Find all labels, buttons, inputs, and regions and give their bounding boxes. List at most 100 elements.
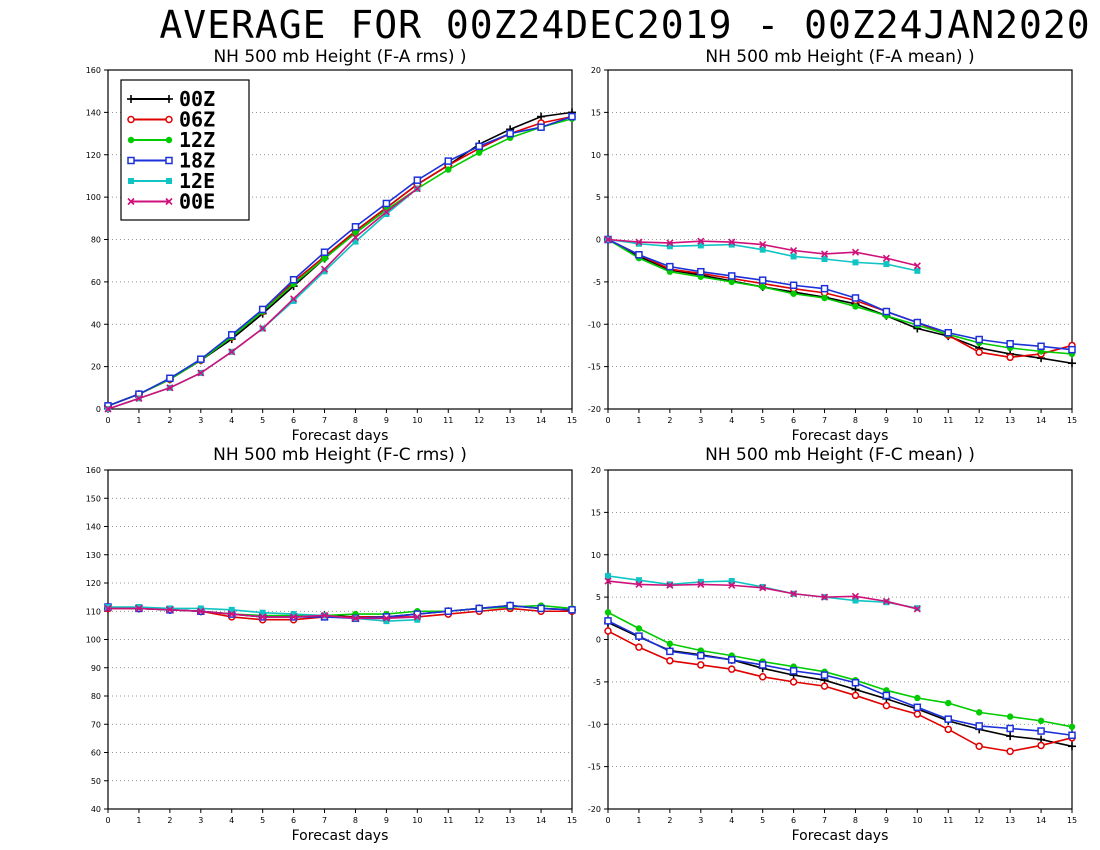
y-tick-label: 20 [591, 66, 601, 75]
x-tick-label: 1 [136, 416, 141, 425]
series-line [607, 575, 918, 609]
y-tick-label: -10 [588, 720, 601, 729]
data-point [197, 607, 205, 615]
data-point [882, 307, 891, 316]
y-tick-label: -20 [588, 805, 601, 814]
data-point [383, 618, 390, 625]
data-point [666, 239, 674, 247]
data-point [975, 335, 983, 344]
data-point [789, 667, 798, 675]
data-point [635, 238, 643, 246]
data-point [913, 318, 922, 327]
y-tick-label: 80 [91, 236, 101, 245]
x-tick-label: 3 [198, 416, 203, 425]
x-tick-label: 11 [943, 416, 953, 425]
series-line [607, 630, 1073, 753]
data-point [820, 593, 829, 601]
series-06Z [604, 627, 1076, 756]
x-tick-label: 14 [1036, 816, 1046, 825]
data-point [666, 647, 674, 656]
y-tick-label: -5 [593, 278, 601, 287]
data-point [789, 678, 798, 686]
legend-label: 18Z [179, 149, 215, 173]
y-tick-label: 0 [96, 405, 101, 414]
x-tick-label: 14 [1036, 416, 1046, 425]
y-tick-label: 10 [591, 551, 601, 560]
data-point [1068, 345, 1076, 354]
x-tick-label: 1 [636, 416, 641, 425]
data-point [351, 614, 360, 622]
y-tick-label: 20 [591, 466, 601, 475]
x-tick-label: 12 [474, 816, 484, 825]
series-18Z [104, 601, 576, 623]
legend-marker [165, 95, 173, 103]
data-point [666, 640, 674, 647]
series-line [607, 238, 1073, 355]
data-point [445, 166, 452, 173]
x-tick-label: 3 [198, 816, 203, 825]
data-point [166, 384, 174, 392]
data-point [913, 710, 922, 718]
data-point [975, 348, 983, 356]
data-point [135, 604, 142, 611]
series-18Z [604, 617, 1076, 740]
y-tick-label: 15 [591, 108, 601, 117]
x-tick-label: 2 [667, 816, 672, 825]
series-00E [604, 577, 921, 613]
data-point [728, 241, 735, 248]
x-tick-label: 4 [229, 816, 234, 825]
data-point [820, 682, 829, 690]
data-point [104, 405, 112, 413]
y-tick-label: 100 [86, 636, 101, 645]
data-point [944, 328, 953, 337]
data-point [789, 281, 798, 290]
data-point [914, 694, 921, 702]
data-point [320, 248, 329, 256]
legend-box [120, 79, 250, 221]
data-point [1037, 727, 1045, 735]
y-tick-label: -10 [588, 320, 601, 329]
x-tick-label: 5 [760, 416, 765, 425]
data-point [913, 262, 921, 270]
legend-label: 12Z [179, 128, 215, 152]
y-tick-label: 160 [86, 66, 101, 75]
x-tick-label: 12 [974, 416, 984, 425]
data-point [290, 611, 297, 618]
data-point [413, 185, 421, 193]
legend-item: 18Z [127, 149, 215, 173]
data-point [851, 592, 860, 600]
data-point [852, 597, 859, 604]
data-point [728, 278, 735, 286]
data-point [383, 211, 390, 218]
data-point [604, 627, 612, 635]
data-point [635, 251, 643, 259]
y-tick-label: 50 [91, 777, 101, 786]
panel-fa-mean: NH 500 mb Height (F-A mean) ) Forecast d… [588, 47, 1077, 444]
x-tick-label: 9 [884, 816, 889, 825]
data-point [666, 262, 674, 271]
series-12E [605, 572, 921, 612]
data-point [852, 303, 859, 310]
data-point [820, 671, 829, 679]
x-axis-label: Forecast days [792, 828, 889, 844]
y-tick-label: 10 [591, 151, 601, 160]
data-point [976, 709, 983, 716]
x-tick-label: 12 [974, 816, 984, 825]
y-tick-label: 20 [91, 363, 101, 372]
x-tick-label: 13 [1005, 416, 1015, 425]
x-tick-label: 7 [322, 416, 327, 425]
legend-marker [165, 156, 173, 165]
data-point [882, 691, 891, 700]
data-point [914, 267, 921, 274]
data-point [851, 691, 860, 700]
data-point [728, 578, 735, 585]
data-point [444, 157, 453, 165]
legend-item: 00Z [127, 87, 215, 111]
y-tick-label: 70 [91, 720, 101, 729]
series-00Z [604, 618, 1076, 751]
x-tick-label: 8 [853, 816, 858, 825]
data-point [759, 584, 767, 592]
x-tick-label: 0 [105, 416, 110, 425]
